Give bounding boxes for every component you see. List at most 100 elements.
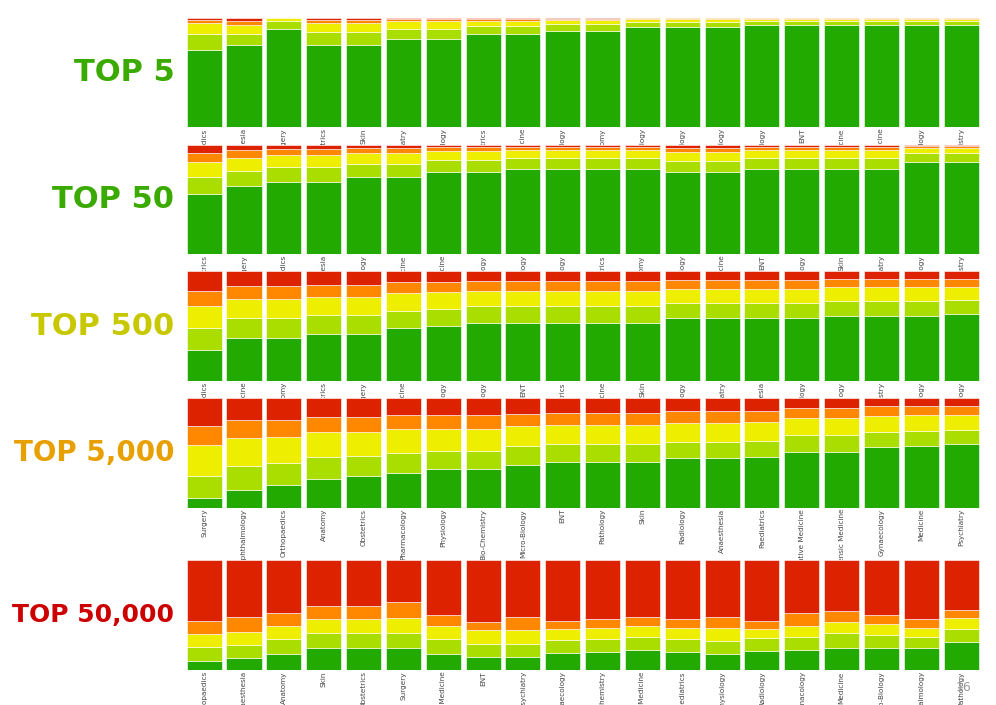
Bar — [864, 25, 899, 127]
Bar — [226, 490, 262, 508]
Bar — [545, 24, 581, 31]
Bar — [824, 21, 860, 25]
Bar — [425, 470, 461, 508]
Bar — [226, 25, 262, 34]
Bar — [824, 452, 860, 508]
Text: TOP 5: TOP 5 — [74, 58, 174, 87]
Bar — [545, 560, 581, 620]
Bar — [226, 286, 262, 299]
Bar — [664, 639, 700, 652]
Bar — [704, 289, 740, 303]
Bar — [306, 45, 342, 127]
Bar — [824, 145, 860, 147]
Bar — [585, 168, 621, 254]
Bar — [346, 153, 381, 164]
Bar — [585, 307, 621, 323]
Bar — [624, 650, 660, 670]
Bar — [186, 398, 222, 426]
Bar — [266, 28, 302, 127]
Bar — [505, 271, 541, 281]
Bar — [943, 146, 979, 148]
Bar — [266, 319, 302, 338]
Bar — [385, 28, 421, 39]
Bar — [385, 21, 421, 28]
Bar — [664, 289, 700, 303]
Bar — [186, 426, 222, 446]
Bar — [346, 271, 381, 285]
Bar — [465, 291, 501, 307]
Bar — [425, 160, 461, 172]
Bar — [545, 620, 581, 630]
Bar — [385, 453, 421, 472]
Bar — [425, 18, 461, 19]
Bar — [266, 613, 302, 626]
Bar — [903, 153, 939, 162]
Bar — [704, 398, 740, 412]
Bar — [784, 398, 820, 408]
Bar — [505, 26, 541, 34]
Bar — [864, 145, 899, 147]
Bar — [545, 147, 581, 150]
Bar — [545, 398, 581, 412]
Bar — [744, 289, 780, 303]
Bar — [664, 412, 700, 424]
Bar — [465, 151, 501, 160]
Bar — [585, 147, 621, 150]
Bar — [624, 168, 660, 254]
Bar — [226, 658, 262, 670]
Bar — [186, 23, 222, 34]
Bar — [425, 560, 461, 615]
Bar — [664, 172, 700, 254]
Bar — [346, 648, 381, 670]
Bar — [266, 420, 302, 436]
Bar — [425, 28, 461, 39]
Bar — [585, 398, 621, 412]
Bar — [903, 18, 939, 19]
Bar — [505, 630, 541, 644]
Bar — [585, 628, 621, 639]
Bar — [306, 285, 342, 297]
Bar — [744, 303, 780, 319]
Bar — [545, 630, 581, 640]
Bar — [505, 18, 541, 19]
Bar — [744, 150, 780, 158]
Bar — [465, 26, 501, 34]
Bar — [585, 20, 621, 24]
Bar — [704, 442, 740, 458]
Bar — [585, 639, 621, 652]
Bar — [864, 615, 899, 624]
Bar — [704, 458, 740, 508]
Bar — [624, 444, 660, 462]
Bar — [346, 476, 381, 508]
Bar — [465, 450, 501, 470]
Bar — [186, 20, 222, 23]
Bar — [624, 147, 660, 150]
Bar — [624, 462, 660, 508]
Bar — [943, 279, 979, 287]
Bar — [744, 271, 780, 280]
Bar — [186, 661, 222, 670]
Bar — [465, 281, 501, 291]
Bar — [585, 291, 621, 307]
Bar — [704, 654, 740, 670]
Bar — [704, 161, 740, 172]
Bar — [784, 303, 820, 319]
Bar — [266, 560, 302, 613]
Bar — [266, 182, 302, 254]
Bar — [585, 31, 621, 127]
Bar — [704, 22, 740, 27]
Bar — [425, 398, 461, 415]
Bar — [346, 23, 381, 32]
Bar — [385, 177, 421, 254]
Bar — [784, 150, 820, 158]
Bar — [425, 654, 461, 670]
Bar — [864, 448, 899, 508]
Bar — [784, 158, 820, 168]
Bar — [864, 398, 899, 406]
Bar — [864, 147, 899, 150]
Bar — [704, 145, 740, 148]
Bar — [864, 18, 899, 19]
Bar — [864, 150, 899, 158]
Bar — [465, 429, 501, 450]
Bar — [585, 150, 621, 158]
